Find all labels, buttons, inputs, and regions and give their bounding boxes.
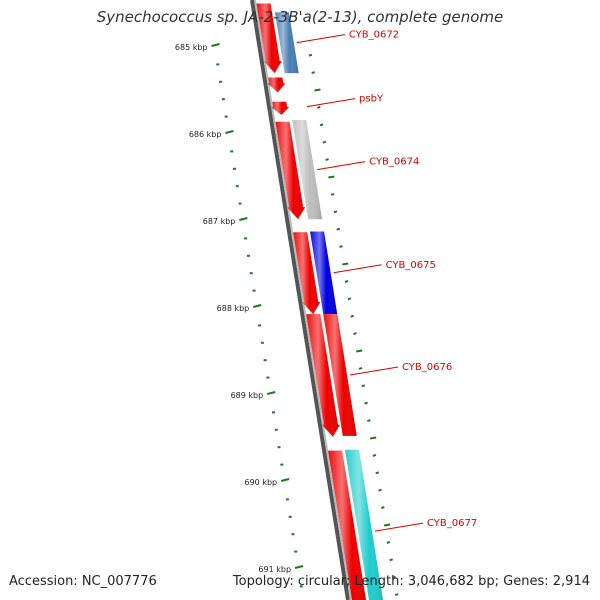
gene-band-gloss [310, 231, 338, 315]
cds-arrow-gloss [306, 314, 340, 437]
outer-tick [322, 140, 327, 144]
outer-tick [347, 297, 352, 301]
gene-label: CYB_0677 [427, 518, 477, 529]
outer-tick [356, 349, 363, 353]
outer-tick [392, 575, 396, 579]
outer-tick [314, 88, 321, 92]
tick-label: 690 kbp [245, 478, 278, 487]
outer-tick [380, 506, 385, 510]
gene-label: CYB_0676 [402, 362, 452, 373]
outer-tick [316, 105, 321, 109]
outer-tick [375, 471, 380, 475]
major-tick [225, 130, 234, 134]
label-leader-line [349, 366, 399, 376]
major-tick [280, 478, 290, 482]
outer-tick [394, 593, 399, 597]
major-tick [266, 391, 276, 395]
tick-label: 686 kbp [189, 130, 222, 139]
gene-band-gloss [323, 314, 357, 436]
label-leader-line [333, 264, 382, 274]
accession-text: Accession: NC_007776 [9, 574, 157, 589]
cds-arrow-gloss [267, 77, 286, 93]
cds-strand-layer [256, 3, 367, 600]
tick-label: 685 kbp [175, 43, 208, 52]
outer-tick [330, 192, 335, 196]
major-tick [239, 217, 248, 221]
gene-label-layer: CYB_0672 psbY CYB_0674 CYB_0675 CYB_0676 CYB_… [296, 30, 477, 532]
gene-band-gloss [344, 449, 384, 600]
outer-tick [367, 419, 371, 423]
gene-band-gloss [292, 120, 323, 220]
gene-label: psbY [359, 94, 384, 105]
outer-tick [319, 123, 324, 127]
outer-tick [311, 71, 316, 75]
tick-label: 687 kbp [203, 217, 236, 226]
outer-tick [308, 53, 313, 57]
outer-tick [386, 540, 391, 544]
outer-tick [369, 436, 377, 440]
label-leader-line [306, 98, 356, 108]
outer-tick [325, 158, 329, 162]
outer-tick [389, 558, 393, 562]
outer-tick [378, 488, 382, 492]
outer-tick [358, 366, 363, 370]
genome-summary-text: Topology: circular; Length: 3,046,682 bp… [232, 574, 590, 589]
tick-layer: 685 kbp 686 kbp 687 kbp 688 kbp 689 kbp 690 k… [175, 43, 399, 597]
backbone-layer [250, 0, 352, 600]
gene-layer [274, 12, 384, 600]
gene-label: CYB_0675 [386, 260, 436, 271]
backbone-line [250, 0, 350, 600]
outer-tick [339, 245, 343, 249]
label-leader-line [317, 161, 366, 171]
tick-label: 689 kbp [231, 391, 264, 400]
outer-tick [383, 523, 391, 527]
gene-label: CYB_0674 [369, 157, 419, 168]
cds-arrow-gloss [256, 3, 282, 74]
outer-tick [342, 262, 349, 266]
cds-arrow-gloss [275, 121, 306, 220]
gene-label: CYB_0672 [349, 30, 399, 41]
tick-label: 688 kbp [217, 304, 250, 313]
outer-tick [364, 401, 368, 405]
outer-tick [328, 175, 335, 179]
cds-arrow-gloss [328, 450, 367, 600]
label-leader-line [296, 34, 345, 44]
outer-tick [372, 453, 377, 457]
label-leader-line [374, 522, 424, 532]
outer-tick [336, 227, 341, 231]
outer-tick [333, 210, 338, 214]
backbone-shadow [254, 0, 352, 600]
cds-arrow-gloss [293, 232, 321, 315]
gene-band-gloss [274, 12, 299, 74]
tick-label: 691 kbp [258, 565, 291, 574]
map-title: Synechococcus sp. JA-2-3B'a(2-13), compl… [96, 8, 504, 26]
outer-tick [353, 332, 357, 336]
cds-arrow-gloss [271, 101, 290, 115]
outer-tick [344, 279, 349, 283]
major-tick [253, 304, 262, 308]
major-tick [211, 43, 220, 47]
outer-tick [361, 384, 366, 388]
major-tick [294, 565, 304, 569]
outer-tick [350, 314, 354, 318]
